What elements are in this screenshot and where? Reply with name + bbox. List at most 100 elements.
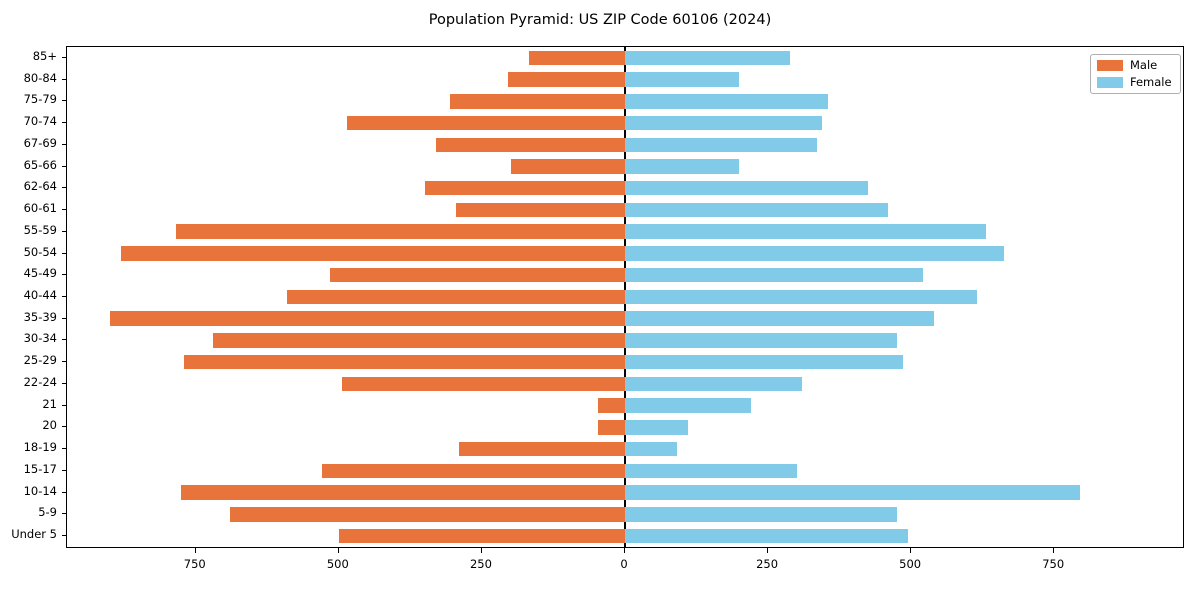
bar-female — [625, 202, 889, 218]
y-axis-tick — [62, 165, 66, 167]
bar-female — [625, 180, 869, 196]
bar-female — [625, 159, 740, 174]
y-axis-tick — [62, 317, 66, 319]
legend-item-female: Female — [1097, 74, 1172, 89]
pyramid-row — [67, 156, 1183, 178]
legend-label-female: Female — [1130, 74, 1172, 89]
bar-male — [528, 50, 625, 66]
pyramid-row — [67, 460, 1183, 482]
legend-item-male: Male — [1097, 58, 1172, 72]
y-axis-tick — [62, 100, 66, 102]
bar-female — [625, 463, 797, 479]
y-axis-label: 20 — [42, 418, 57, 433]
pyramid-row — [67, 47, 1183, 69]
pyramid-row — [67, 395, 1183, 417]
pyramid-row — [67, 504, 1183, 526]
y-axis-label: 80-84 — [23, 70, 57, 85]
pyramid-row — [67, 308, 1183, 330]
y-axis-tick — [62, 513, 66, 515]
pyramid-row — [67, 264, 1183, 286]
bar-male — [510, 159, 625, 174]
y-axis-label: 5-9 — [38, 505, 57, 520]
y-axis-tick — [62, 209, 66, 211]
bar-female — [625, 94, 829, 109]
y-axis-tick — [62, 404, 66, 406]
y-axis-label: 85+ — [32, 48, 57, 63]
y-axis-tick — [62, 382, 66, 384]
y-axis-label: 65-66 — [23, 157, 57, 172]
x-axis-tick — [910, 548, 912, 553]
bar-female — [625, 224, 986, 239]
bar-female — [625, 420, 688, 435]
bar-male — [436, 137, 625, 153]
bar-female — [625, 528, 909, 544]
y-axis-tick — [62, 274, 66, 276]
pyramid-row — [67, 112, 1183, 134]
bar-male — [330, 267, 625, 283]
pyramid-row — [67, 90, 1183, 112]
bar-male — [109, 311, 625, 326]
x-axis-tick — [767, 548, 769, 553]
bar-male — [212, 333, 625, 348]
plot-area — [66, 46, 1184, 548]
y-axis-tick — [62, 535, 66, 537]
x-axis-label: 250 — [756, 557, 779, 571]
y-axis-label: 60-61 — [23, 201, 57, 216]
bar-female — [625, 507, 897, 522]
y-axis-label: 62-64 — [23, 179, 57, 194]
bar-female — [625, 50, 790, 66]
pyramid-row — [67, 438, 1183, 460]
bar-male — [184, 354, 625, 370]
y-axis-tick — [62, 339, 66, 341]
x-axis-label: 750 — [1042, 557, 1065, 571]
pyramid-row — [67, 134, 1183, 156]
bar-male — [459, 441, 625, 457]
bar-male — [597, 420, 625, 435]
bar-female — [625, 115, 823, 131]
x-axis-label: 500 — [326, 557, 349, 571]
y-axis-tick — [62, 361, 66, 363]
x-axis-tick — [337, 548, 339, 553]
y-axis-tick — [62, 491, 66, 493]
x-axis-label: 750 — [183, 557, 206, 571]
y-axis-label: 75-79 — [23, 92, 57, 107]
bar-male — [175, 224, 625, 239]
bar-male — [347, 115, 625, 131]
y-axis-label: 18-19 — [23, 440, 57, 455]
bar-male — [121, 246, 625, 261]
pyramid-row — [67, 417, 1183, 439]
y-axis-label: Under 5 — [11, 527, 57, 542]
y-axis-label: 50-54 — [23, 244, 57, 259]
bar-female — [625, 246, 1005, 261]
y-axis-label: 30-34 — [23, 331, 57, 346]
legend-label-male: Male — [1130, 58, 1158, 72]
bar-male — [507, 72, 625, 87]
pyramid-row — [67, 221, 1183, 243]
y-axis-label: 21 — [42, 396, 57, 411]
x-axis-tick — [624, 548, 625, 553]
bar-male — [321, 463, 625, 479]
x-axis-label: 250 — [469, 557, 492, 571]
y-axis-tick — [62, 469, 66, 471]
bar-male — [597, 398, 625, 413]
legend-swatch-male — [1097, 60, 1123, 72]
bar-male — [338, 528, 625, 544]
y-axis-label: 70-74 — [23, 114, 57, 129]
pyramid-row — [67, 286, 1183, 308]
y-axis-tick — [62, 187, 66, 189]
bar-male — [424, 180, 625, 196]
y-axis-label: 35-39 — [23, 309, 57, 324]
chart-legend: Male Female — [1090, 54, 1181, 94]
zero-axis-line — [624, 47, 626, 547]
y-axis-label: 22-24 — [23, 374, 57, 389]
bar-male — [450, 94, 625, 109]
y-axis-label: 40-44 — [23, 288, 57, 302]
bar-female — [625, 354, 903, 370]
bar-female — [625, 267, 923, 283]
pyramid-row — [67, 69, 1183, 91]
bar-female — [625, 137, 817, 153]
chart-title: Population Pyramid: US ZIP Code 60106 (2… — [428, 12, 772, 28]
y-axis-tick — [62, 296, 66, 297]
y-axis-label: 45-49 — [23, 266, 57, 281]
